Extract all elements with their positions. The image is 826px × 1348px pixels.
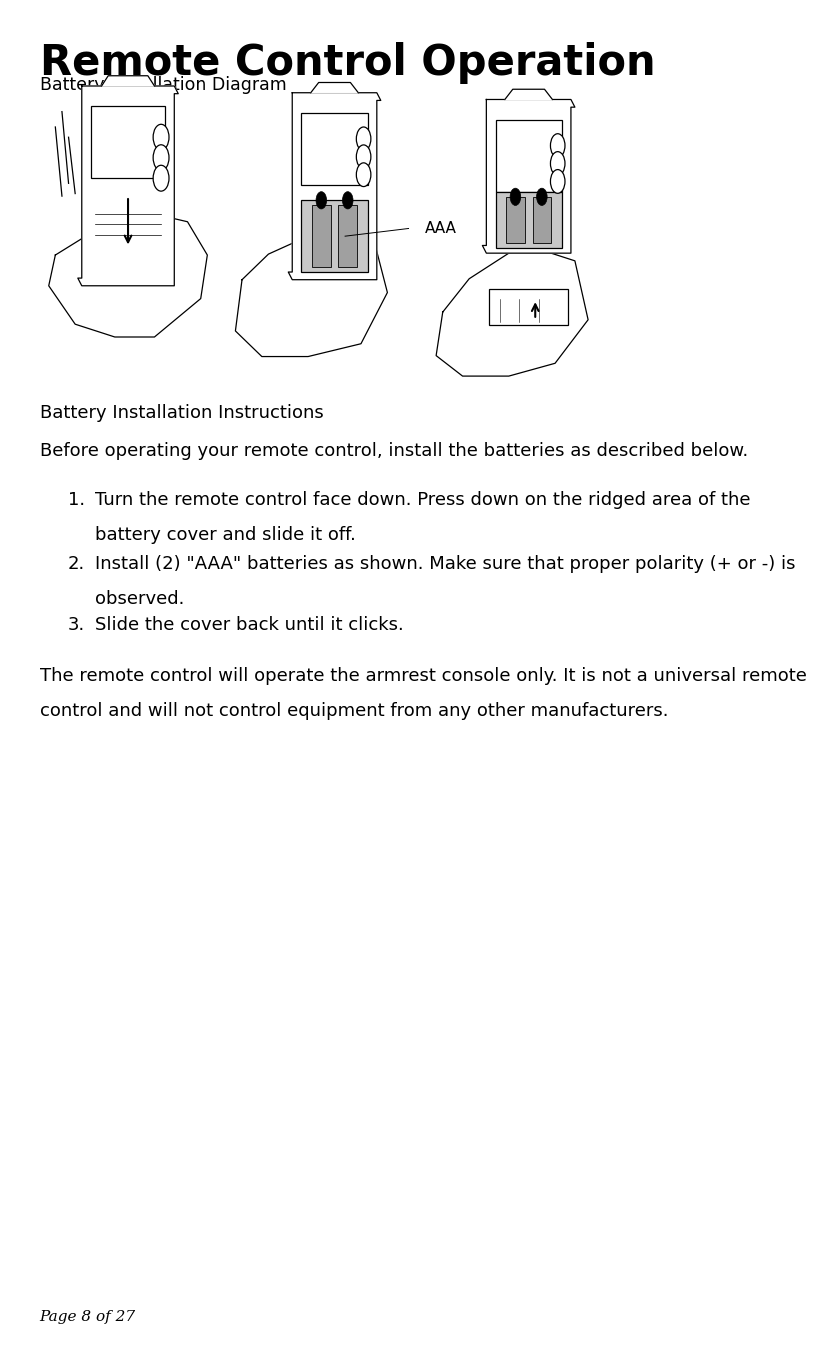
Text: Turn the remote control face down. Press down on the ridged area of the: Turn the remote control face down. Press… [95,491,751,508]
Bar [496,120,562,191]
Polygon shape [505,89,553,100]
Circle shape [550,152,565,175]
Bar [489,288,568,325]
Text: Battery Installation Instructions: Battery Installation Instructions [40,404,324,422]
Text: The remote control will operate the armrest console only. It is not a universal : The remote control will operate the armr… [40,667,806,685]
Polygon shape [288,93,381,280]
Circle shape [316,191,326,209]
Circle shape [356,144,371,168]
Polygon shape [235,228,387,356]
Bar [339,205,357,267]
Text: Remote Control Operation: Remote Control Operation [40,42,655,85]
Bar [496,191,562,248]
Circle shape [343,191,353,209]
Circle shape [356,163,371,186]
Text: control and will not control equipment from any other manufacturers.: control and will not control equipment f… [40,702,668,720]
Circle shape [153,166,169,191]
Text: Battery Installation Diagram: Battery Installation Diagram [40,75,287,94]
Bar [312,205,330,267]
Polygon shape [49,214,207,337]
Text: observed.: observed. [95,590,184,608]
Polygon shape [436,248,588,376]
Bar [301,113,368,185]
Circle shape [550,133,565,158]
Circle shape [537,189,547,205]
Text: Before operating your remote control, install the batteries as described below.: Before operating your remote control, in… [40,442,748,460]
Polygon shape [102,75,154,86]
Bar [506,197,525,243]
Text: Page 8 of 27: Page 8 of 27 [40,1310,135,1324]
Text: 2.: 2. [68,555,85,573]
Circle shape [510,189,520,205]
Polygon shape [311,82,358,93]
Text: Install (2) "AAA" batteries as shown. Make sure that proper polarity (+ or -) is: Install (2) "AAA" batteries as shown. Ma… [95,555,795,573]
Bar [301,201,368,272]
Circle shape [153,144,169,171]
Text: AAA: AAA [425,221,456,236]
Polygon shape [78,86,178,286]
Polygon shape [482,100,575,253]
Text: Slide the cover back until it clicks.: Slide the cover back until it clicks. [95,616,404,634]
Circle shape [550,170,565,193]
Text: 3.: 3. [68,616,85,634]
Text: 1.: 1. [68,491,85,508]
Bar [533,197,551,243]
Bar [91,106,165,178]
Text: battery cover and slide it off.: battery cover and slide it off. [95,526,356,543]
Circle shape [356,127,371,151]
Circle shape [153,124,169,150]
